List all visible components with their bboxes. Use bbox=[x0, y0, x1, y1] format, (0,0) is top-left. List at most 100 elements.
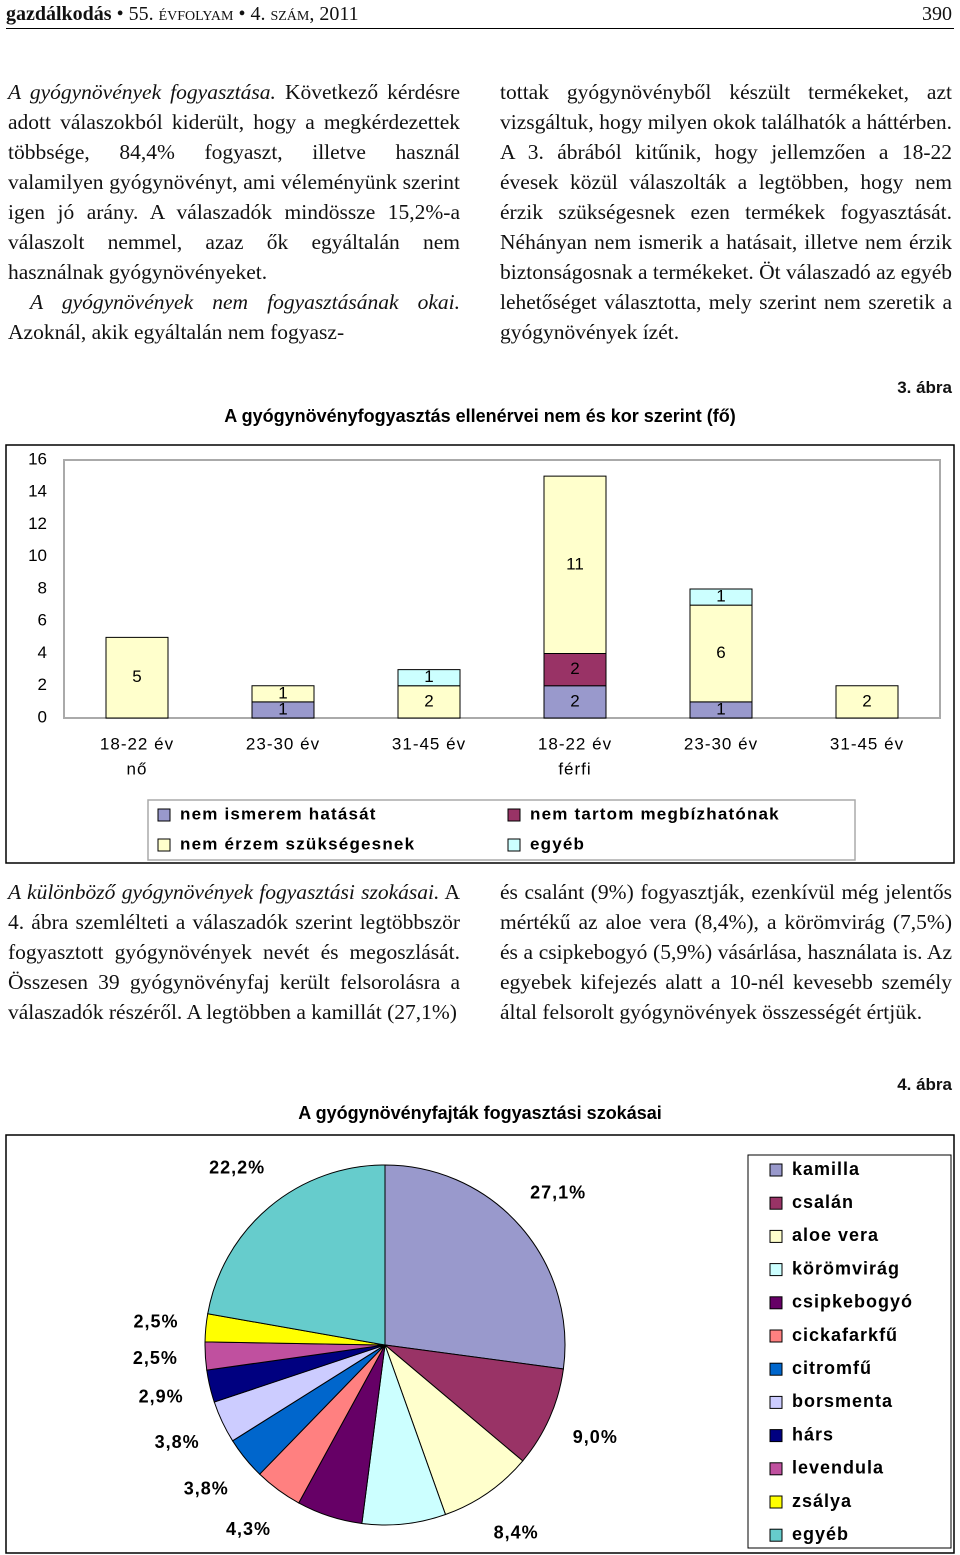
legend-frame bbox=[147, 799, 856, 861]
legend-swatch bbox=[769, 1429, 783, 1443]
legend-swatch bbox=[769, 1462, 783, 1476]
data-label: 3,8% bbox=[184, 1479, 229, 1499]
data-label: 5,9% bbox=[291, 1552, 336, 1555]
figure-label: 3. ábra bbox=[897, 378, 952, 397]
legend-label: kamilla bbox=[792, 1159, 860, 1179]
data-label: 1 bbox=[716, 699, 725, 718]
legend-swatch bbox=[157, 808, 171, 822]
legend-label: levendula bbox=[792, 1458, 884, 1478]
legend-label: citromfű bbox=[792, 1358, 872, 1378]
bar-segment bbox=[689, 588, 753, 606]
data-label: 1 bbox=[424, 667, 433, 686]
legend-label: körömvirág bbox=[792, 1258, 900, 1278]
legend-label: egyéb bbox=[792, 1524, 849, 1544]
bar-segment bbox=[543, 475, 607, 654]
running-header: gazdálkodás • 55. évfolyam • 4. szám, 20… bbox=[6, 0, 954, 29]
y-tick-label: 8 bbox=[38, 578, 47, 597]
paragraph-lead: A gyógynövények nem fogyasztásának okai. bbox=[30, 290, 460, 314]
paragraph: és csalánt (9%) fogyasztják, ezenkívül m… bbox=[500, 877, 952, 1027]
bar-segment bbox=[105, 636, 169, 719]
bar-segment bbox=[397, 669, 461, 687]
data-label: 4,3% bbox=[226, 1519, 271, 1539]
legend-frame bbox=[747, 1154, 952, 1549]
y-tick-label: 12 bbox=[28, 514, 47, 533]
legend-swatch bbox=[769, 1395, 783, 1409]
y-tick-label: 10 bbox=[28, 546, 47, 565]
data-label: 1 bbox=[278, 699, 287, 718]
pie-slice bbox=[207, 1164, 386, 1346]
data-label: 2,5% bbox=[133, 1348, 178, 1368]
legend-swatch bbox=[769, 1296, 783, 1310]
paragraph: A gyógynövények nem fogyasztásának okai.… bbox=[8, 287, 460, 347]
journal-name: gazdálkodás bbox=[6, 3, 112, 25]
data-label: 2 bbox=[862, 691, 871, 710]
data-label: 9,0% bbox=[573, 1427, 618, 1447]
legend-swatch bbox=[769, 1163, 783, 1177]
figure-label: 4. ábra bbox=[897, 1075, 952, 1094]
paragraph-text: tottak gyógynövényből készült termékeket… bbox=[500, 80, 952, 344]
legend-label: borsmenta bbox=[792, 1391, 893, 1411]
data-label: 5 bbox=[132, 667, 141, 686]
y-tick-label: 0 bbox=[38, 707, 47, 726]
legend-swatch bbox=[769, 1196, 783, 1210]
x-tick-label: 23-30 év bbox=[684, 734, 758, 753]
volume: 55. évfolyam bbox=[128, 3, 234, 25]
text-column: és csalánt (9%) fogyasztják, ezenkívül m… bbox=[500, 877, 952, 1027]
legend-swatch bbox=[769, 1263, 783, 1277]
y-tick-label: 4 bbox=[38, 643, 47, 662]
legend-label: hárs bbox=[792, 1424, 834, 1444]
bar-segment bbox=[543, 653, 607, 687]
legend-swatch bbox=[769, 1329, 783, 1343]
x-tick-label: 18-22 év bbox=[538, 734, 612, 753]
y-tick-label: 14 bbox=[28, 482, 47, 501]
y-tick-label: 2 bbox=[38, 675, 47, 694]
data-label: 2,5% bbox=[134, 1312, 179, 1332]
legend-swatch bbox=[769, 1229, 783, 1243]
text-column: tottak gyógynövényből készült termékeket… bbox=[500, 77, 952, 347]
group-label: férfi bbox=[558, 759, 591, 778]
data-label: 2 bbox=[570, 659, 579, 678]
chart-title: A gyógynövényfogyasztás ellenérvei nem é… bbox=[224, 406, 736, 426]
page-number: 390 bbox=[922, 3, 952, 25]
text-column: A különböző gyógynövények fogyasztási sz… bbox=[8, 877, 460, 1027]
chart-frame bbox=[5, 444, 955, 864]
paragraph-text: Következő kérdésre adott válaszokból kid… bbox=[8, 80, 460, 284]
legend-label: nem érzem szükségesnek bbox=[180, 834, 415, 853]
data-label: 6 bbox=[716, 643, 725, 662]
pie-slice bbox=[384, 1164, 566, 1370]
pie-slice bbox=[383, 1343, 524, 1516]
legend-swatch bbox=[769, 1495, 783, 1509]
legend-label: nem ismerem hatását bbox=[180, 804, 377, 823]
group-label: nő bbox=[127, 759, 148, 778]
paragraph: tottak gyógynövényből készült termékeket… bbox=[500, 77, 952, 347]
legend-swatch bbox=[507, 838, 521, 852]
legend-swatch bbox=[507, 808, 521, 822]
y-tick-label: 16 bbox=[28, 449, 47, 468]
issue: 4. szám, 2011 bbox=[250, 3, 359, 25]
bar-segment bbox=[251, 685, 315, 703]
bar-segment bbox=[543, 685, 607, 719]
data-label: 3,8% bbox=[155, 1432, 200, 1452]
legend-label: cickafarkfű bbox=[792, 1325, 898, 1345]
legend-swatch bbox=[157, 838, 171, 852]
paragraph-text: és csalánt (9%) fogyasztják, ezenkívül m… bbox=[500, 880, 952, 1024]
paragraph-lead: A gyógynövények fogyasztása. bbox=[8, 80, 276, 104]
pie-slice bbox=[383, 1344, 564, 1462]
bar-segment bbox=[397, 685, 461, 719]
data-label: 2 bbox=[570, 691, 579, 710]
data-label: 2 bbox=[424, 691, 433, 710]
legend-label: nem tartom megbízhatónak bbox=[530, 804, 780, 823]
data-label: 1 bbox=[278, 683, 287, 702]
data-label: 11 bbox=[566, 554, 584, 573]
legend-label: csipkebogyó bbox=[792, 1292, 913, 1312]
legend-label: aloe vera bbox=[792, 1225, 879, 1245]
paragraph-text: A 4. ábra szemlélteti a válaszadók szeri… bbox=[8, 880, 460, 1024]
x-tick-label: 18-22 év bbox=[100, 734, 174, 753]
paragraph-text: Azoknál, akik egyáltalán nem fogyasz- bbox=[8, 320, 345, 344]
paragraph: A gyógynövények fogyasztása. Következő k… bbox=[8, 77, 460, 287]
legend-label: egyéb bbox=[530, 834, 585, 853]
legend-swatch bbox=[769, 1528, 783, 1542]
plot-area bbox=[63, 459, 941, 719]
bar-segment bbox=[689, 604, 753, 703]
